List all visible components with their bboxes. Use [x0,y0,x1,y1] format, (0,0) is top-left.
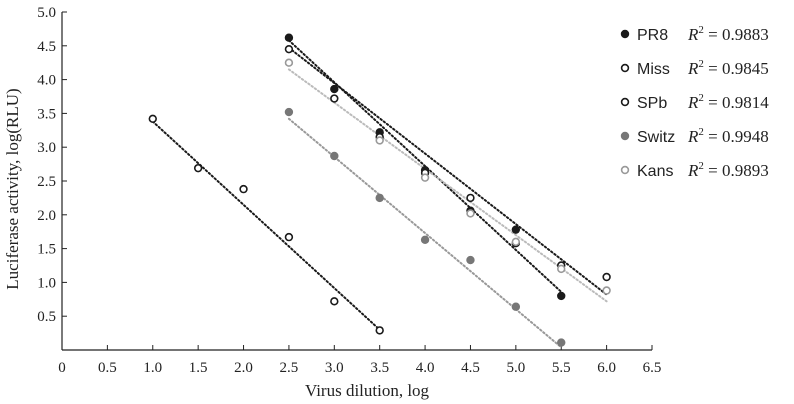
legend: PR8 R2 = 0.9883 Miss R2 = 0.9845 SPb R2 = 0.9… [620,24,769,180]
data-point-kans [466,209,475,218]
legend-item-switz: Switz R2 = 0.9948 [620,126,769,146]
data-point-kans [375,136,384,145]
data-point-kans [420,173,430,182]
y-tick-label: 1.5 [37,242,56,258]
data-point-switz [557,338,566,347]
fit-line-kans [287,68,608,303]
y-tick-label: 5.0 [37,5,56,21]
data-point-switz [511,302,521,311]
legend-label-switz: Switz [637,129,675,146]
x-tick-label: 6.5 [643,360,662,376]
x-tick-label: 3.0 [325,360,344,376]
data-point-kans [557,264,566,274]
legend-item-miss: Miss R2 = 0.9845 [620,58,769,78]
x-tick-label: 0.5 [98,360,117,376]
x-tick-label: 5.0 [506,360,525,376]
x-tick-label: 5.5 [552,360,571,376]
data-point-pr8 [511,225,521,234]
data-point-kans [602,286,611,295]
data-points [148,33,611,347]
legend-marker-pr8 [620,29,630,39]
data-point-switz [420,235,430,245]
legend-r2-pr8: R2 = 0.9883 [687,24,769,44]
legend-r2-spb: R2 = 0.9814 [687,92,769,112]
x-tick-label: 1.5 [189,360,208,376]
data-point-kans [284,58,294,67]
legend-marker-kans [620,165,630,175]
x-tick-label: 1.0 [143,360,162,376]
data-point-spb [239,184,248,194]
legend-label-pr8: PR8 [637,27,668,44]
legend-marker-switz [620,131,630,141]
data-point-spb [375,326,384,335]
fit-line-spb [151,120,381,331]
data-point-miss [466,193,475,203]
legend-label-kans: Kans [637,163,673,180]
data-point-spb [193,163,203,173]
y-tick-label: 2.0 [37,208,56,224]
legend-item-kans: Kans R2 = 0.9893 [620,160,769,180]
data-point-pr8 [330,84,339,94]
data-point-miss [602,272,611,282]
y-axis-title: Luciferase activity, log(RLU) [3,88,22,289]
data-point-kans [511,237,521,247]
legend-item-pr8: PR8 R2 = 0.9883 [620,24,769,44]
data-point-miss [284,44,294,54]
ticks: 0 0.5 1.0 1.5 2.0 2.5 3.0 3.5 4.0 4.5 5.0 5.5 6.0 6.5… [37,5,661,376]
legend-r2-switz: R2 = 0.9948 [687,126,769,146]
data-point-miss [330,94,339,103]
legend-marker-spb [620,97,630,107]
data-point-spb [284,232,294,242]
legend-label-miss: Miss [637,61,670,78]
y-tick-label: 0.5 [37,309,56,325]
y-tick-label: 4.5 [37,39,56,55]
y-tick-label: 4.0 [37,73,56,89]
x-axis-title: Virus dilution, log [305,381,430,400]
x-tick-label: 2.0 [234,360,253,376]
x-tick-label: 0 [58,360,66,376]
legend-item-spb: SPb R2 = 0.9814 [620,92,769,112]
x-tick-label: 2.5 [280,360,299,376]
x-tick-label: 3.5 [370,360,389,376]
data-point-switz [375,193,384,203]
x-tick-label: 4.0 [416,360,435,376]
x-tick-label: 6.0 [597,360,616,376]
legend-r2-miss: R2 = 0.9845 [687,58,769,78]
y-tick-label: 2.5 [37,174,56,190]
legend-marker-miss [620,63,630,73]
data-point-pr8 [557,291,566,301]
x-tick-label: 4.5 [461,360,480,376]
legend-r2-kans: R2 = 0.9893 [687,160,769,180]
data-point-switz [284,107,294,117]
data-point-pr8 [284,33,294,42]
data-point-switz [466,255,475,265]
legend-label-spb: SPb [637,95,667,112]
y-tick-label: 3.0 [37,140,56,156]
data-point-switz [330,151,339,161]
data-point-spb [148,114,157,124]
y-tick-label: 1.0 [37,275,56,291]
fit-line-miss [287,46,608,296]
data-point-spb [330,297,339,306]
y-tick-label: 3.5 [37,106,56,122]
